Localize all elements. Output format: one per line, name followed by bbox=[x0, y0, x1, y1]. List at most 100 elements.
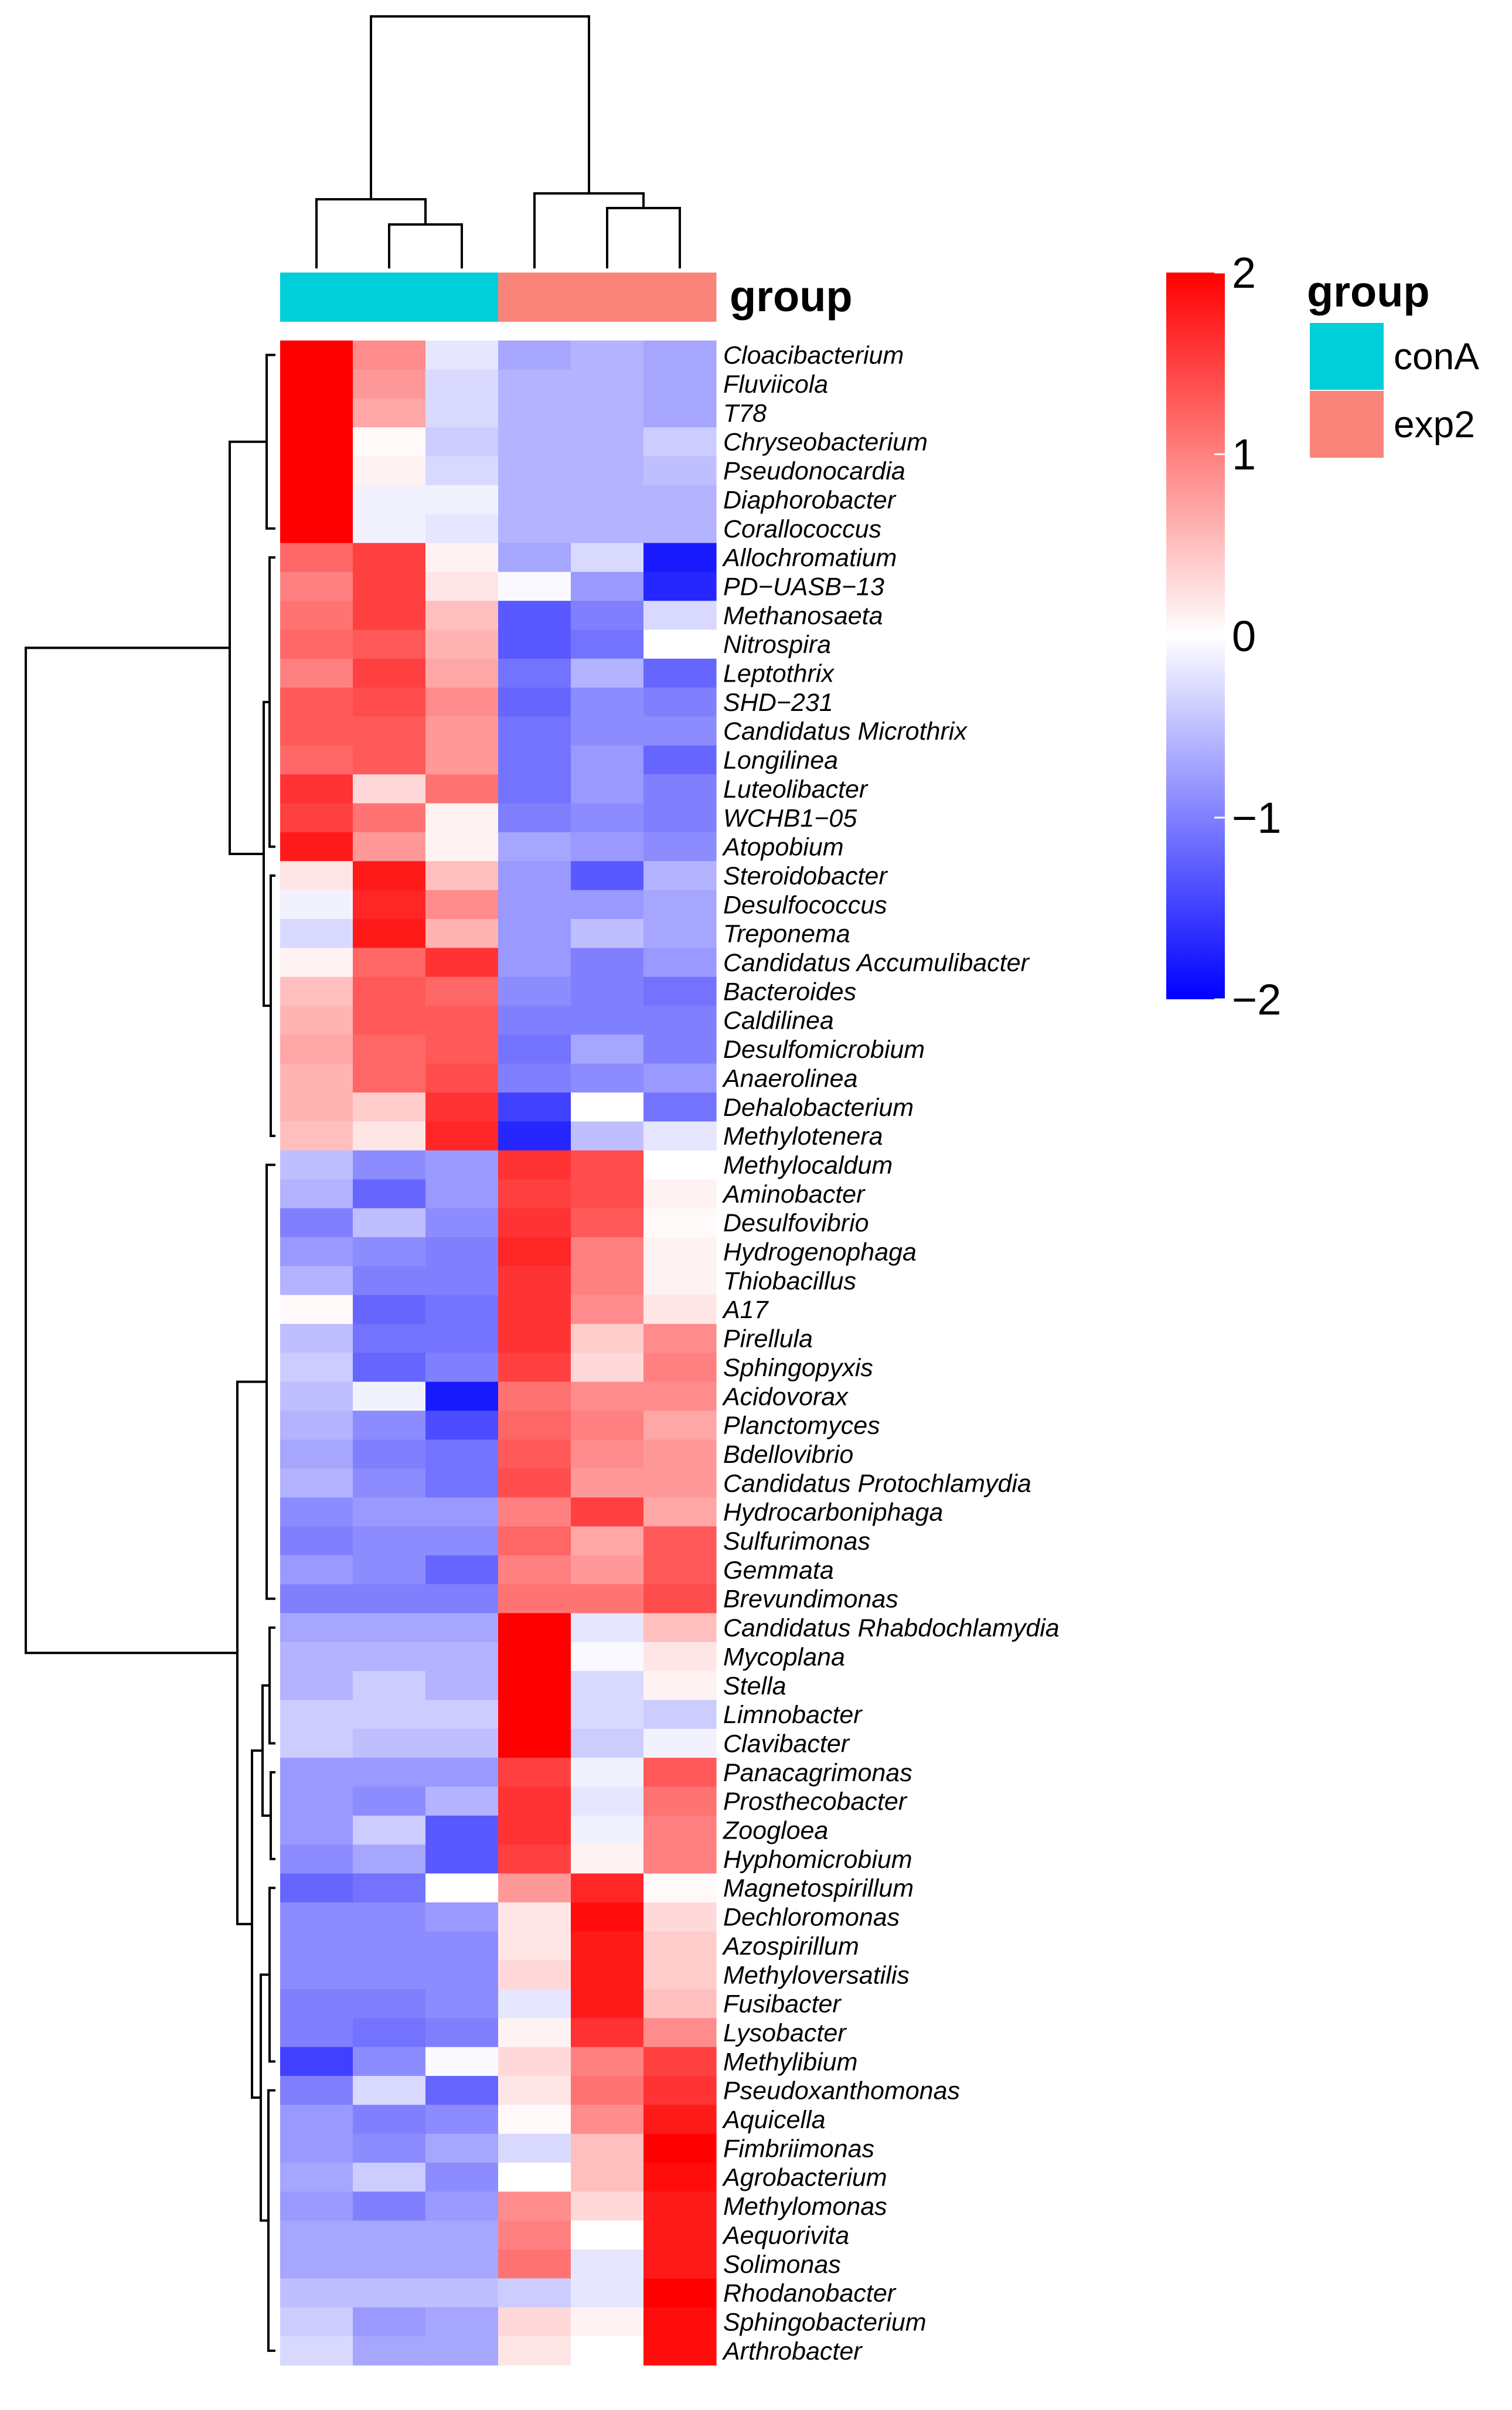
row-label: Aquicella bbox=[721, 2106, 826, 2134]
heatmap-cell bbox=[498, 1989, 571, 2018]
heatmap-cell bbox=[571, 948, 644, 978]
heatmap-cell bbox=[425, 1237, 499, 1267]
color-scale-tick-label: −2 bbox=[1232, 975, 1281, 1024]
heatmap-cell bbox=[425, 919, 499, 948]
heatmap-cell bbox=[498, 1092, 571, 1122]
heatmap-cell bbox=[571, 456, 644, 486]
heatmap-cell bbox=[425, 1034, 499, 1064]
heatmap-cell bbox=[498, 1353, 571, 1383]
heatmap-cell bbox=[280, 1092, 353, 1122]
row-label: Panacagrimonas bbox=[723, 1759, 912, 1787]
heatmap-cell bbox=[280, 1121, 353, 1151]
heatmap-cell bbox=[498, 1613, 571, 1643]
heatmap-cell bbox=[280, 1410, 353, 1440]
heatmap-cell bbox=[498, 456, 571, 486]
heatmap-cell bbox=[353, 1121, 426, 1151]
heatmap-cell bbox=[353, 861, 426, 891]
row-label: Dehalobacterium bbox=[723, 1094, 914, 1122]
heatmap-cell bbox=[353, 1179, 426, 1209]
row-label: Fimbriimonas bbox=[723, 2135, 874, 2163]
heatmap-cell bbox=[498, 629, 571, 659]
heatmap-cell bbox=[280, 369, 353, 399]
row-label: Methanosaeta bbox=[723, 602, 883, 630]
row-label: Prosthecobacter bbox=[723, 1788, 908, 1816]
heatmap-cell bbox=[643, 514, 717, 544]
row-label: Allochromatium bbox=[721, 544, 897, 572]
heatmap-cell bbox=[643, 2307, 717, 2337]
group-annotation-cell-exp2 bbox=[643, 273, 717, 322]
heatmap-cell bbox=[643, 1006, 717, 1035]
heatmap-cell bbox=[571, 803, 644, 833]
dendrogram-link bbox=[270, 1771, 275, 1860]
heatmap-cell bbox=[425, 1092, 499, 1122]
row-label: Stella bbox=[723, 1672, 786, 1700]
heatmap-cell bbox=[643, 1092, 717, 1122]
heatmap-cell bbox=[498, 2105, 571, 2135]
heatmap-cell bbox=[643, 1323, 717, 1353]
heatmap-cell bbox=[425, 1179, 499, 1209]
heatmap-cell bbox=[280, 658, 353, 688]
heatmap-cell bbox=[643, 1728, 717, 1758]
heatmap-cell bbox=[280, 1613, 353, 1643]
heatmap-cell bbox=[353, 658, 426, 688]
row-label: Treponema bbox=[723, 920, 850, 948]
heatmap-cell bbox=[498, 571, 571, 601]
heatmap-cell bbox=[571, 1960, 644, 1990]
row-label: Sphingobacterium bbox=[723, 2308, 927, 2336]
heatmap-cell bbox=[280, 803, 353, 833]
heatmap-cell bbox=[280, 1815, 353, 1845]
heatmap-cell bbox=[280, 2191, 353, 2221]
group-annotation-cell-conA bbox=[353, 273, 426, 322]
row-label: Desulfococcus bbox=[723, 891, 887, 919]
heatmap-cell bbox=[425, 976, 499, 1006]
heatmap-cell bbox=[280, 1902, 353, 1932]
row-label: Luteolibacter bbox=[723, 775, 869, 804]
heatmap-cell bbox=[498, 2249, 571, 2279]
heatmap-cell bbox=[425, 1613, 499, 1643]
heatmap-cell bbox=[498, 1815, 571, 1845]
heatmap-cell bbox=[571, 1815, 644, 1845]
heatmap-cell bbox=[571, 1381, 644, 1411]
heatmap-cell bbox=[425, 2307, 499, 2337]
heatmap-cell bbox=[498, 687, 571, 717]
heatmap-cell bbox=[643, 1295, 717, 1325]
dendrogram-link bbox=[229, 440, 267, 855]
heatmap-cell bbox=[425, 2133, 499, 2163]
heatmap-cell bbox=[353, 1613, 426, 1643]
heatmap-cell bbox=[353, 1671, 426, 1701]
heatmap-cell bbox=[498, 1295, 571, 1325]
row-labels: CloacibacteriumFluviicolaT78Chryseobacte… bbox=[721, 342, 1060, 2365]
heatmap-cell bbox=[643, 1786, 717, 1816]
heatmap-cell bbox=[425, 398, 499, 428]
heatmap-cell bbox=[353, 1323, 426, 1353]
heatmap-cell bbox=[353, 1815, 426, 1845]
heatmap-cell bbox=[571, 774, 644, 804]
heatmap-cell bbox=[353, 456, 426, 486]
heatmap-cell bbox=[353, 369, 426, 399]
heatmap-cell bbox=[571, 1555, 644, 1585]
row-label: T78 bbox=[723, 399, 767, 427]
heatmap-cell bbox=[425, 1844, 499, 1874]
heatmap-cell bbox=[643, 2047, 717, 2077]
heatmap-cell bbox=[643, 1353, 717, 1383]
row-label: Aequorivita bbox=[721, 2221, 849, 2249]
heatmap-cell bbox=[643, 774, 717, 804]
heatmap-cell bbox=[498, 2076, 571, 2105]
heatmap-cell bbox=[571, 1758, 644, 1788]
heatmap-cell bbox=[571, 1063, 644, 1093]
heatmap-cell bbox=[643, 1700, 717, 1730]
heatmap-cell bbox=[353, 1902, 426, 1932]
heatmap-cell bbox=[643, 1642, 717, 1672]
row-label: Clavibacter bbox=[723, 1730, 850, 1758]
heatmap-cell bbox=[643, 832, 717, 862]
heatmap-cell bbox=[643, 1266, 717, 1296]
heatmap-cell bbox=[425, 1873, 499, 1903]
heatmap-cell bbox=[425, 1150, 499, 1180]
row-label: WCHB1−05 bbox=[723, 804, 857, 832]
heatmap-cell bbox=[498, 1237, 571, 1267]
heatmap-cell bbox=[571, 1613, 644, 1643]
heatmap-cell bbox=[571, 1671, 644, 1701]
heatmap-cell bbox=[571, 514, 644, 544]
heatmap-cell bbox=[425, 2220, 499, 2250]
heatmap-cell bbox=[280, 2163, 353, 2192]
